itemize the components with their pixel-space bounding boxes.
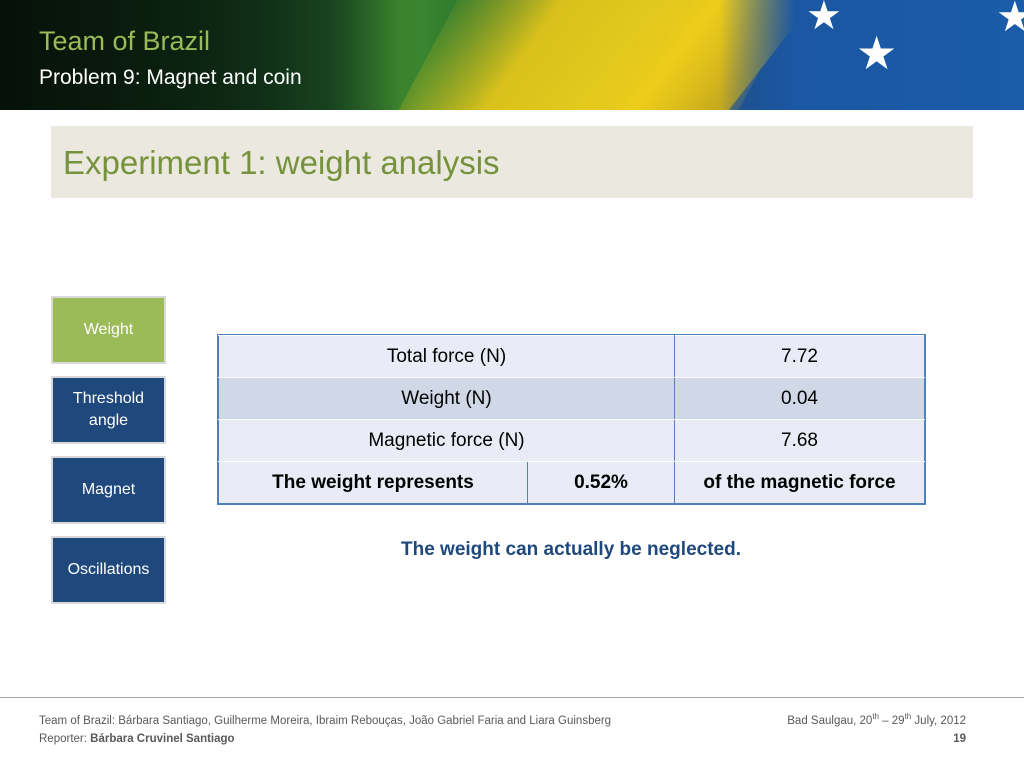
conclusion-text: The weight can actually be neglected. [401,539,741,560]
footer-sup: th [904,712,912,722]
footer-date-end: July, 2012 [911,715,966,727]
table-cell-value: 0.04 [674,377,925,420]
banner-dark-overlay [0,0,420,110]
nav-button-threshold-angle[interactable]: Threshold angle [51,376,166,444]
nav-button-label: Magnet [81,481,136,498]
header-banner: ★ ★ ★ Team of Brazil Problem 9: Magnet a… [0,0,1024,110]
banner-blue-field [720,0,1024,110]
footer-date-mid: – 29 [878,715,905,727]
footer-date: Bad Saulgau, 20th – 29th July, 2012 [787,713,966,729]
page-number: 19 [953,733,966,745]
nav-button-weight[interactable]: Weight [51,296,166,364]
nav-button-label: Threshold angle [72,390,145,429]
footer-place: Bad Saulgau, 20 [787,715,873,727]
table-cell-label: Magnetic force (N) [218,419,675,462]
nav-button-magnet[interactable]: Magnet [51,456,166,524]
footer-divider [0,697,1024,698]
summary-lead: The weight represents [218,461,528,504]
table-cell-value: 7.68 [674,419,925,462]
star-icon: ★ [856,26,898,80]
table-cell-label: Total force (N) [218,335,675,378]
footer-team: Team of Brazil: Bárbara Santiago, Guilhe… [39,713,611,729]
star-icon: ★ [996,0,1024,41]
table-row: Weight (N) 0.04 [218,377,925,420]
table-row: Magnetic force (N) 7.68 [218,419,925,462]
table-summary-row: The weight represents 0.52% of the magne… [218,461,925,504]
footer-reporter-label: Reporter: [39,733,91,745]
star-icon: ★ [806,0,842,39]
summary-percent: 0.52% [527,461,675,504]
footer-reporter-name: Bárbara Cruvinel Santiago [90,733,235,745]
nav-button-label: Weight [83,321,134,338]
slide-title: Experiment 1: weight analysis [63,144,500,181]
table-cell-value: 7.72 [674,335,925,378]
weight-analysis-table: Total force (N) 7.72 Weight (N) 0.04 Mag… [217,334,926,505]
footer-team-text: Team of Brazil: Bárbara Santiago, Guilhe… [39,715,612,727]
nav-button-oscillations[interactable]: Oscillations [51,536,166,604]
footer-reporter: Reporter: Bárbara Cruvinel Santiago [39,731,235,747]
table-row: Total force (N) 7.72 [218,335,925,378]
slide-title-box: Experiment 1: weight analysis [51,126,973,198]
nav-button-label: Oscillations [67,561,150,578]
footer-sup: th [872,712,879,722]
summary-tail: of the magnetic force [674,461,925,504]
table-cell-label: Weight (N) [218,377,675,420]
problem-subtitle: Problem 9: Magnet and coin [39,66,302,89]
footer-page-number: 19 [953,731,966,747]
team-title: Team of Brazil [39,26,211,56]
